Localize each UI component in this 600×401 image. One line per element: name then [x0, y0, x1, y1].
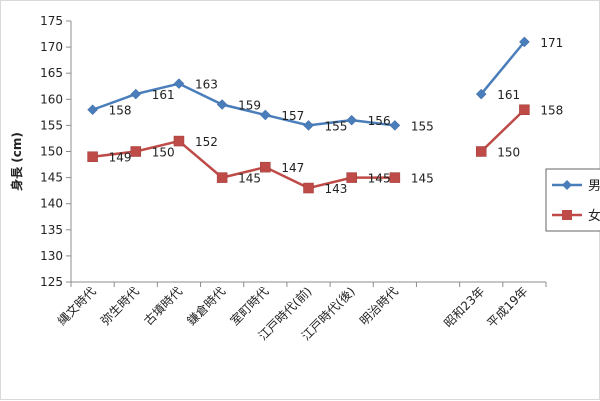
x-tick-label: 平成19年 — [484, 284, 530, 330]
y-tick-label: 145 — [40, 171, 63, 185]
legend-label: 男 — [588, 179, 600, 194]
data-label: 145 — [411, 172, 434, 186]
y-tick-label: 165 — [40, 66, 63, 80]
data-label: 161 — [497, 88, 520, 102]
data-label: 156 — [368, 114, 391, 128]
x-tick-label: 縄文時代 — [54, 284, 99, 329]
data-point-square — [389, 172, 401, 183]
series-line-male — [92, 82, 396, 127]
series-line-female — [480, 108, 526, 153]
data-point-square — [346, 172, 357, 183]
data-point-square — [519, 104, 530, 115]
legend-label: 女 — [588, 208, 600, 224]
data-point-diamond — [87, 104, 98, 116]
y-tick-label: 140 — [40, 197, 63, 211]
data-label: 143 — [325, 182, 348, 196]
data-label: 158 — [109, 104, 132, 118]
data-label: 158 — [540, 104, 563, 118]
data-point-diamond — [475, 88, 487, 100]
y-tick-label: 170 — [40, 40, 63, 54]
data-point-diamond — [519, 36, 530, 48]
y-axis-title: 身長 (cm) — [9, 132, 24, 191]
y-tick-label: 135 — [40, 223, 63, 237]
y-tick-label: 160 — [40, 92, 63, 106]
y-tick-label: 125 — [40, 275, 63, 289]
data-point-square — [260, 161, 271, 173]
x-tick-label: 昭和23年 — [441, 284, 487, 330]
y-tick-label: 150 — [40, 145, 63, 159]
data-point-diamond — [346, 114, 358, 126]
data-point-diamond — [216, 99, 228, 110]
data-point-square — [130, 146, 142, 157]
x-tick-label: 古墳時代 — [141, 284, 186, 329]
data-label: 145 — [368, 172, 391, 186]
data-point-square — [216, 172, 228, 183]
data-label: 159 — [238, 99, 261, 113]
data-label: 149 — [109, 151, 132, 165]
x-tick-label: 室町時代 — [227, 284, 272, 329]
legend-box — [545, 168, 600, 232]
x-tick-label: 鎌倉時代 — [184, 284, 229, 329]
data-label: 150 — [152, 146, 175, 160]
data-point-diamond — [389, 120, 401, 131]
series-line-male — [480, 41, 526, 95]
data-label: 161 — [152, 88, 175, 102]
legend-marker-diamond — [562, 180, 572, 190]
y-tick-label: 175 — [40, 14, 63, 28]
data-label: 163 — [195, 78, 218, 92]
data-point-square — [87, 151, 98, 162]
data-point-diamond — [130, 88, 142, 100]
data-label: 147 — [281, 161, 304, 175]
data-point-square — [173, 135, 185, 147]
data-label: 171 — [540, 36, 563, 50]
y-tick-label: 155 — [40, 118, 63, 132]
data-point-diamond — [173, 78, 185, 89]
data-point-diamond — [303, 120, 314, 131]
data-label: 157 — [281, 109, 304, 123]
data-point-diamond — [259, 109, 271, 121]
x-tick-label: 弥生時代 — [97, 284, 142, 329]
y-tick-label: 130 — [40, 249, 63, 263]
data-label: 155 — [325, 119, 348, 133]
data-label: 150 — [497, 146, 520, 160]
data-point-square — [475, 146, 487, 157]
legend-marker-square — [562, 210, 572, 220]
data-point-square — [303, 182, 314, 194]
data-label: 145 — [238, 172, 261, 186]
data-label: 152 — [195, 135, 218, 149]
series-line-female — [92, 139, 395, 190]
x-tick-label: 明治時代 — [357, 284, 401, 328]
data-label: 155 — [411, 119, 434, 133]
